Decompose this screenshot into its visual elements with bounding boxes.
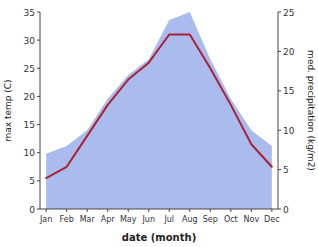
y2-tick xyxy=(278,90,281,91)
chart-container: 0 5 10 15 20 25 30 35 0 5 10 15 20 25 Jan Feb Mar Apr May J… xyxy=(0,0,318,247)
x-tick xyxy=(169,209,170,212)
x-tick-label: Aug xyxy=(182,215,198,224)
y-tick-label: 25 xyxy=(24,64,35,74)
x-tick-label: Sep xyxy=(203,215,218,224)
x-tick xyxy=(210,209,211,212)
x-tick-label: Feb xyxy=(60,215,74,224)
area xyxy=(46,12,272,209)
y-tick xyxy=(37,12,40,13)
x-axis-line xyxy=(40,209,278,210)
x-tick-label: Oct xyxy=(224,215,238,224)
x-tick xyxy=(230,209,231,212)
y-tick-label: 20 xyxy=(24,92,36,102)
y2-tick-label: 0 xyxy=(283,205,289,215)
y-axis-label: max temp (C) xyxy=(3,79,13,141)
x-tick-label: Jan xyxy=(39,215,52,224)
y-tick xyxy=(37,96,40,97)
x-tick xyxy=(189,209,190,212)
x-tick-label: Dec xyxy=(264,215,279,224)
y-tick-label: 35 xyxy=(24,8,35,18)
y-tick-label: 5 xyxy=(29,176,35,186)
x-tick-label: Apr xyxy=(101,215,116,224)
x-tick-label: Nov xyxy=(244,215,260,224)
y2-axis-label: med. precipitation (kg/m2) xyxy=(306,50,316,171)
y-tick xyxy=(37,124,40,125)
y2-tick-label: 10 xyxy=(283,126,295,136)
y-tick xyxy=(37,40,40,41)
y-tick-label: 10 xyxy=(24,148,36,158)
x-tick-label: Jul xyxy=(163,215,174,224)
y-tick-label: 0 xyxy=(29,205,35,215)
x-tick xyxy=(46,209,47,212)
y-tick xyxy=(37,68,40,69)
y-tick xyxy=(37,152,40,153)
y-tick-label: 30 xyxy=(24,36,36,46)
x-tick xyxy=(148,209,149,212)
y-tick xyxy=(37,180,40,181)
x-tick xyxy=(251,209,252,212)
x-tick-label: Jun xyxy=(141,215,155,224)
x-tick xyxy=(107,209,108,212)
y2-tick xyxy=(278,130,281,131)
x-tick xyxy=(128,209,129,212)
y2-tick xyxy=(278,12,281,13)
x-tick xyxy=(87,209,88,212)
y2-tick-label: 20 xyxy=(283,47,295,57)
x-tick xyxy=(66,209,67,212)
y2-axis-line xyxy=(278,12,279,209)
line xyxy=(46,35,272,179)
y2-tick xyxy=(278,169,281,170)
x-axis-label: date (month) xyxy=(122,232,196,243)
y2-tick-label: 5 xyxy=(283,165,289,175)
y-tick xyxy=(37,209,40,210)
y2-tick xyxy=(278,209,281,210)
plot-area xyxy=(46,12,272,209)
y-axis-line xyxy=(40,12,41,209)
y2-tick-label: 25 xyxy=(283,8,294,18)
x-tick-label: May xyxy=(120,215,137,224)
y2-tick xyxy=(278,51,281,52)
y2-tick-label: 15 xyxy=(283,86,294,96)
y-tick-label: 15 xyxy=(24,120,35,130)
x-tick-label: Mar xyxy=(80,215,96,224)
x-tick xyxy=(271,209,272,212)
chart: 0 5 10 15 20 25 30 35 0 5 10 15 20 25 Jan Feb Mar Apr May J… xyxy=(0,0,318,247)
